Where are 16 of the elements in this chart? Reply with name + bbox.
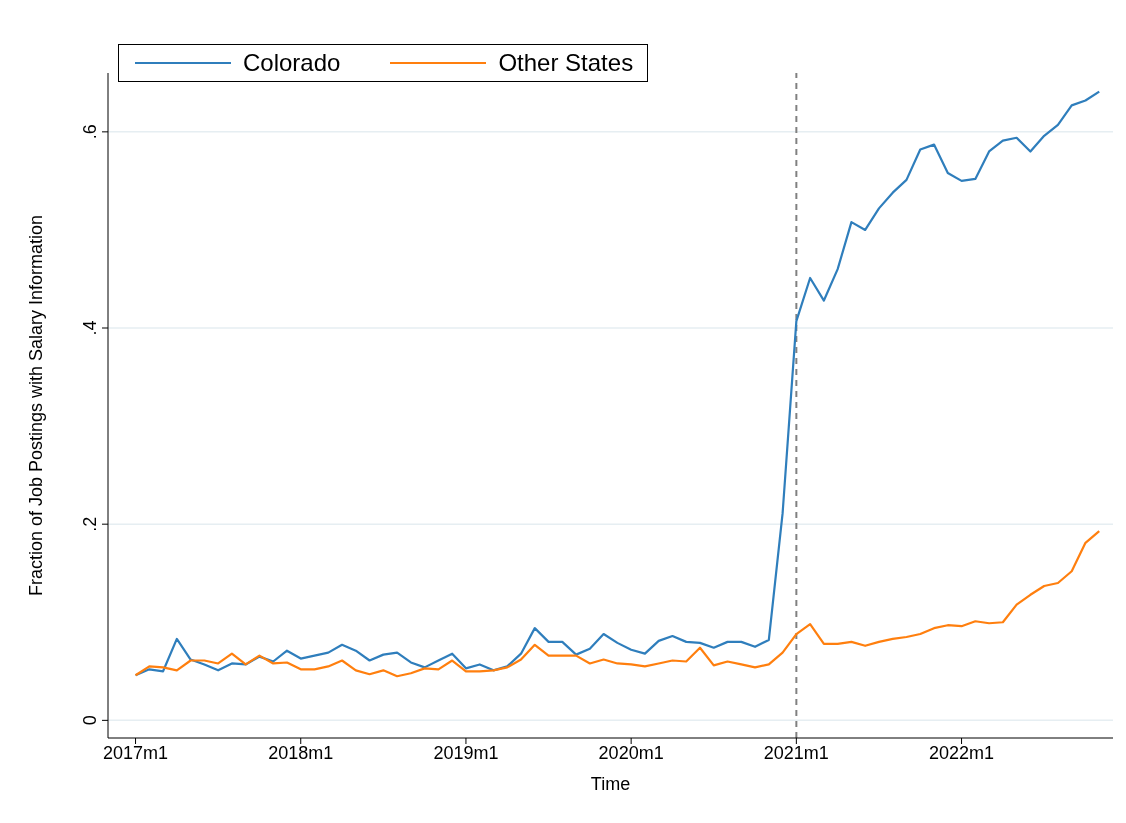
x-tick-label: 2018m1 bbox=[268, 742, 334, 763]
legend-label: Colorado bbox=[243, 49, 341, 77]
x-tick-label: 2019m1 bbox=[433, 742, 499, 763]
x-tick-label: 2020m1 bbox=[598, 742, 664, 763]
x-axis-title: Time bbox=[590, 774, 631, 794]
y-tick-label: .2 bbox=[80, 516, 100, 532]
y-axis-title: Fraction of Job Postings with Salary Information bbox=[26, 214, 47, 597]
legend-label: Other States bbox=[498, 49, 634, 77]
y-tick-label: 0 bbox=[80, 715, 100, 726]
y-tick-label: .6 bbox=[80, 124, 100, 140]
line-series bbox=[134, 529, 1101, 678]
x-tick-label: 2022m1 bbox=[929, 742, 995, 763]
y-tick-label: .4 bbox=[80, 320, 100, 336]
x-tick-label: 2021m1 bbox=[763, 742, 829, 763]
line-series bbox=[134, 90, 1101, 677]
x-tick-label: 2017m1 bbox=[103, 742, 169, 763]
